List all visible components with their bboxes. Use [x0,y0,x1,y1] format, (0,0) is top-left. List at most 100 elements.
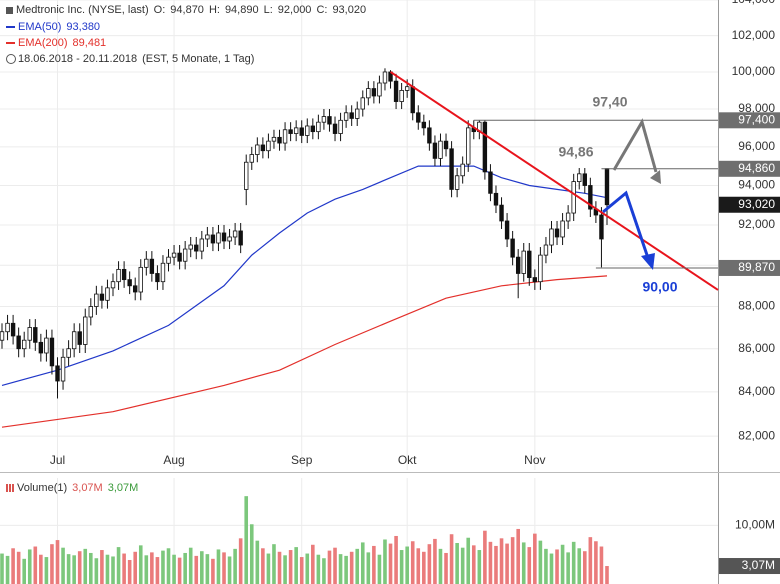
volume-bar [410,541,415,584]
candle-body [449,148,454,190]
candle-body [466,127,471,165]
quote-value: 93,020 [332,4,367,16]
ema200-legend: EMA(200) 89,481 [6,37,111,49]
candle-body [188,244,193,250]
grey-arrow [612,118,658,173]
volume-bar [105,554,110,584]
quote-value: 94,890 [224,4,259,16]
volume-bar [277,551,282,584]
quote-legend: Medtronic Inc. (NYSE, last) O: 94,870 H: 94,… [6,4,371,16]
annotation: 97,40 [592,94,627,110]
volume-bar [166,548,171,584]
volume-bar [471,545,476,584]
candle-body [432,142,438,159]
candle-body [232,230,238,238]
volume-bar [311,544,315,584]
candle-body [105,287,110,301]
volume-bar [5,555,10,584]
candle-body [543,244,549,256]
price-marker [719,160,780,177]
candle-body [488,171,493,194]
candle-body [571,181,576,214]
volume-bar [516,528,520,584]
volume-bar [366,552,371,584]
volume-bar [383,539,387,584]
volume-bar [405,546,409,584]
candle-body [604,168,610,206]
candle-body [71,331,77,350]
candle-body [38,341,44,354]
candle-body [210,234,216,244]
legend-name: EMA(200) [18,37,68,49]
candle-body [0,331,5,341]
candle-body [171,252,177,258]
volume-bar [355,548,360,584]
quote-label: L: [263,4,273,16]
candle-body [182,248,188,262]
volume-value: 3,07M [72,482,103,494]
volume-bar [588,537,593,584]
candle-body [582,173,587,186]
volume-bar [233,548,237,584]
volume-bar [594,541,598,584]
candle-body [443,140,449,150]
volume-bar [205,554,210,584]
candle-body [116,268,121,283]
legend-name: EMA(50) [18,21,62,33]
quote-label: H: [208,4,220,16]
candle-body [138,266,143,293]
volume-bar [177,557,182,584]
candle-body [549,228,554,246]
volume-bar [11,548,15,584]
candle-body [133,285,138,293]
volume-bar [222,552,226,584]
volume-bar [577,548,582,584]
x-tick-label: Aug [163,453,184,467]
volume-bar [316,554,321,584]
candle-body [338,119,343,134]
volume-bar [327,550,332,584]
volume-bar [349,551,354,584]
volume-bar [127,559,132,584]
volume-bar [261,548,265,584]
volume-bar [89,552,93,584]
volume-bar [549,553,554,584]
volume-marker [719,558,780,575]
candle-body [382,71,388,84]
volume-bar [0,553,4,584]
grey-arrowhead [650,170,661,184]
volume-bar [116,547,121,584]
candle-body [277,136,282,144]
candle-body [121,268,127,281]
annotation: 90,00 [642,279,677,295]
volume-bar [455,543,459,584]
y-tick-label: 100,000 [732,64,776,78]
volume-bar [183,552,187,584]
candle-body [194,244,199,252]
candle-body [393,80,399,102]
volume-bar [22,558,26,584]
candle-body [44,337,49,354]
volume-marker-label: 3,07M [742,558,775,572]
price-marker-label: 94,860 [738,161,775,175]
volume-bar [299,557,304,584]
candle-body [532,277,538,283]
candle-body [310,125,316,133]
volume-icon [6,484,14,493]
candle-body [149,258,155,274]
candle-body [360,97,365,110]
volume-bar [138,545,143,584]
candle-body [144,258,149,268]
candle-body [499,204,504,222]
volume-bar [377,554,382,584]
candle-body [16,335,21,350]
candle-body [493,192,499,206]
volume-bar [566,552,570,584]
volume-bar [50,544,54,584]
volume-bar [249,524,254,584]
volume-bar [100,550,104,584]
y-tick-label: 102,000 [732,28,776,42]
candle-body [244,161,249,190]
candle-body [221,232,227,242]
